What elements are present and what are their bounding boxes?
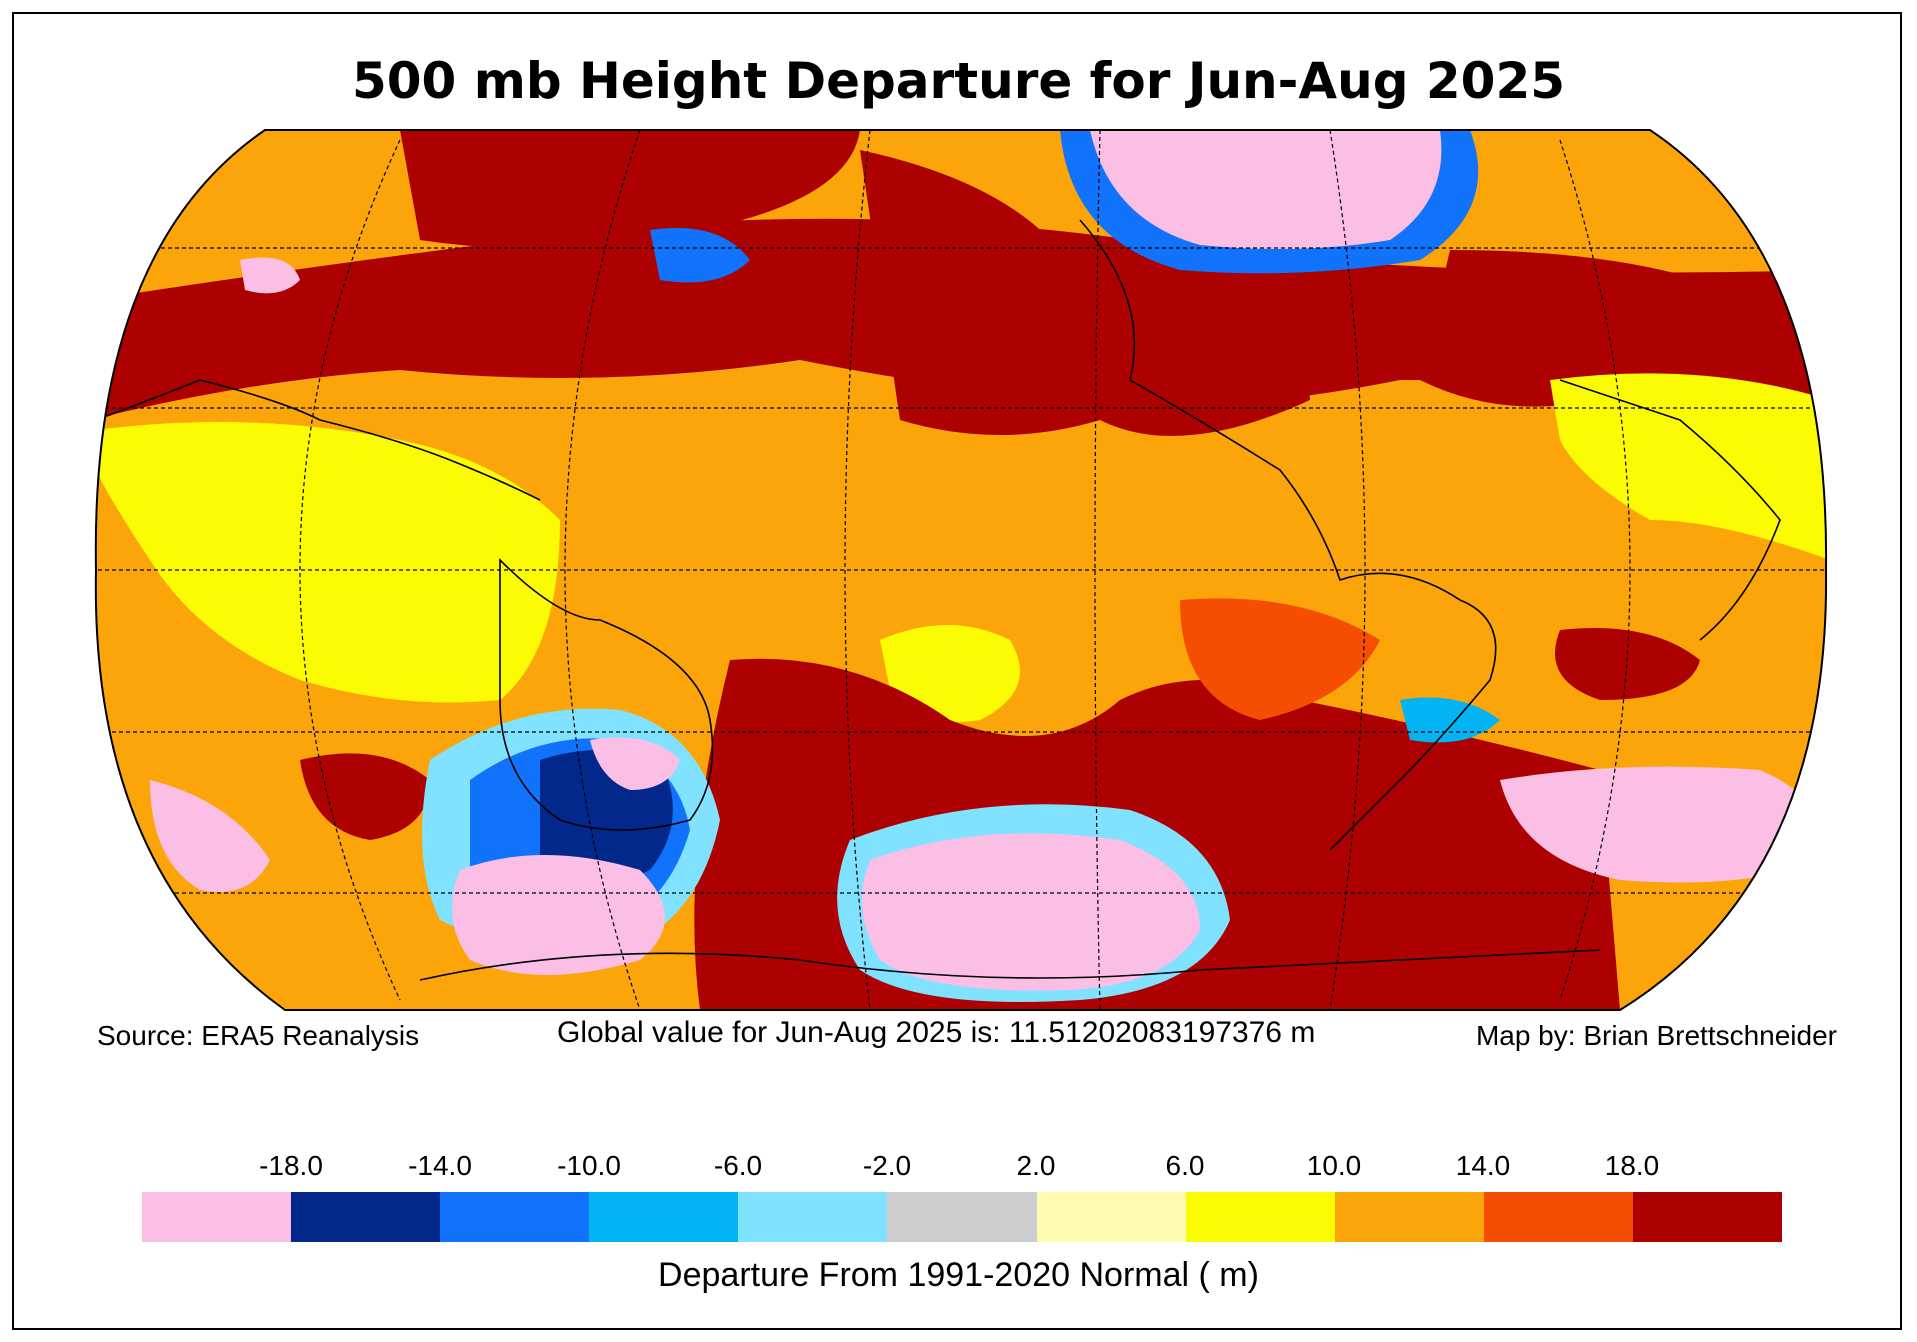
anomaly-europe-small bbox=[240, 257, 300, 294]
colorbar-tick: -10.0 bbox=[557, 1150, 621, 1181]
coastline bbox=[419, 949, 1601, 981]
graticule-line bbox=[1329, 130, 1366, 1010]
coastline bbox=[95, 379, 541, 501]
graticule-line bbox=[564, 130, 641, 1010]
source-note: Source: ERA5 Reanalysis bbox=[97, 1020, 420, 1051]
anomaly-argentina-negative bbox=[1400, 697, 1500, 743]
colorbar-segment bbox=[738, 1192, 888, 1242]
colorbar-tick: -6.0 bbox=[713, 1150, 763, 1181]
anomaly-greenland-center bbox=[1090, 130, 1442, 249]
anomaly-australia-center bbox=[590, 737, 680, 790]
colorbar-tick: 6.0 bbox=[1165, 1150, 1205, 1181]
colorbar-segment bbox=[291, 1192, 441, 1242]
colorbar-segment bbox=[1185, 1192, 1335, 1242]
coastline bbox=[499, 558, 714, 831]
colorbar-tick: -2.0 bbox=[862, 1150, 912, 1181]
anomaly-south-indian bbox=[300, 753, 430, 840]
colorbar-tick: 14.0 bbox=[1455, 1150, 1511, 1181]
anomaly-south-indian-west bbox=[150, 780, 270, 892]
anomaly-indian-ocean bbox=[96, 422, 560, 703]
anomaly-antarctic-center bbox=[862, 833, 1200, 991]
graticule-line bbox=[1094, 130, 1101, 1010]
anomaly-siberia-negative bbox=[650, 228, 750, 283]
colorbar-segment bbox=[1483, 1192, 1633, 1242]
anomaly-north-america bbox=[860, 150, 1310, 436]
colorbar-tick: 2.0 bbox=[1016, 1150, 1056, 1181]
colorbar-tick: -18.0 bbox=[259, 1150, 323, 1181]
colorbar-tick: 10.0 bbox=[1306, 1150, 1362, 1181]
anomaly-arctic-asia bbox=[400, 130, 860, 248]
graticule-line bbox=[844, 130, 871, 1010]
anomaly-south-atlantic bbox=[1555, 628, 1700, 700]
credit-note: Map by: Brian Brettschneider bbox=[1475, 1020, 1837, 1051]
anomaly-south-indian-east bbox=[1500, 766, 1827, 883]
colorbar-tick: 18.0 bbox=[1604, 1150, 1660, 1181]
graticule bbox=[95, 130, 1827, 1010]
colorbar-segment bbox=[1036, 1192, 1186, 1242]
anomaly-europe bbox=[1420, 250, 1827, 420]
colorbar-tick: -14.0 bbox=[408, 1150, 472, 1181]
colorbar-label: Departure From 1991-2020 Normal ( m) bbox=[658, 1256, 1259, 1294]
graticule-line bbox=[299, 139, 401, 1001]
graticule-line bbox=[1559, 139, 1631, 1001]
coastline bbox=[1559, 379, 1781, 641]
anomaly-antarctic-west bbox=[452, 855, 665, 975]
colorbar-ticks: -18.0 -14.0 -10.0 -6.0 -2.0 2.0 6.0 10.0… bbox=[0, 1150, 1917, 1190]
colorbar bbox=[142, 1192, 1783, 1242]
colorbar-segment bbox=[1632, 1192, 1783, 1242]
map-outline bbox=[94, 129, 1828, 1011]
colorbar-segment bbox=[1334, 1192, 1484, 1242]
colorbar-segment bbox=[142, 1192, 292, 1242]
coastlines bbox=[95, 219, 1781, 981]
anomaly-tropical-pacific bbox=[880, 625, 1020, 722]
colorbar-segment bbox=[887, 1192, 1037, 1242]
global-value-note: Global value for Jun-Aug 2025 is: 11.512… bbox=[557, 1016, 1316, 1049]
anomaly-africa bbox=[1550, 373, 1827, 560]
colorbar-segment bbox=[589, 1192, 739, 1242]
figure-frame bbox=[12, 12, 1902, 1330]
anomaly-south-america bbox=[1180, 598, 1380, 720]
map-title: 500 mb Height Departure for Jun-Aug 2025 bbox=[351, 52, 1566, 110]
colorbar-segment bbox=[440, 1192, 590, 1242]
coastline bbox=[1079, 219, 1497, 851]
